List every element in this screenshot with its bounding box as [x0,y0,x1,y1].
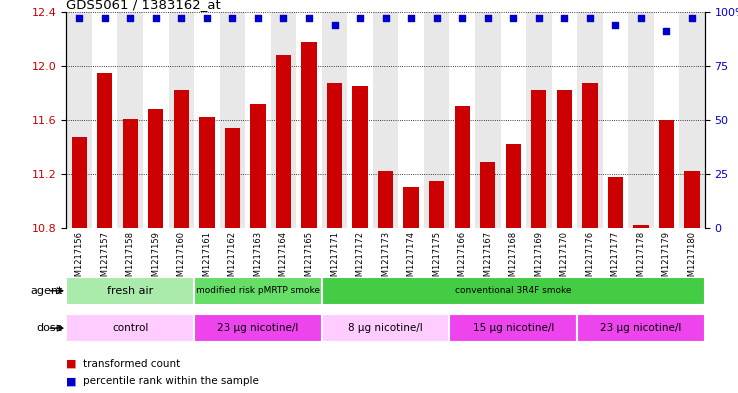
Bar [654,12,679,228]
Bar [480,162,495,228]
Text: agent: agent [30,286,63,296]
Bar [97,73,112,228]
Bar [577,314,705,342]
Text: dose: dose [36,323,63,333]
Bar [148,109,163,228]
Text: GDS5061 / 1383162_at: GDS5061 / 1383162_at [66,0,221,11]
Point [431,15,443,21]
Bar [199,117,215,228]
Text: transformed count: transformed count [83,358,180,369]
Point [176,15,187,21]
Point [533,15,545,21]
Bar [633,225,649,228]
Point [201,15,213,21]
Bar [301,42,317,228]
Bar [168,12,194,228]
Point [584,15,596,21]
Bar [327,83,342,228]
Point [661,28,672,35]
Bar [475,12,500,228]
Bar [353,86,368,228]
Bar [582,83,598,228]
Bar [322,314,449,342]
Bar [92,12,117,228]
Bar [399,12,424,228]
Bar [271,12,296,228]
Bar [603,12,628,228]
Point [227,15,238,21]
Text: conventional 3R4F smoke: conventional 3R4F smoke [455,286,571,295]
Point [508,15,520,21]
Bar [449,314,577,342]
Bar [173,90,189,228]
Bar [72,138,87,228]
Bar [66,314,194,342]
Bar [220,12,245,228]
Point [303,15,315,21]
Bar [245,12,271,228]
Bar [608,176,623,228]
Bar [378,171,393,228]
Text: ■: ■ [66,358,77,369]
Bar [194,12,220,228]
Text: fresh air: fresh air [107,286,154,296]
Point [610,22,621,28]
Bar [296,12,322,228]
Point [277,15,289,21]
Bar [66,277,194,305]
Point [635,15,647,21]
Point [150,15,162,21]
Bar [117,12,143,228]
Bar [66,12,92,228]
Bar [322,277,705,305]
Bar [500,12,526,228]
Text: modified risk pMRTP smoke: modified risk pMRTP smoke [196,286,320,295]
Bar [143,12,168,228]
Text: 23 μg nicotine/l: 23 μg nicotine/l [217,323,299,333]
Point [559,15,570,21]
Bar [556,90,572,228]
Point [405,15,417,21]
Bar [123,119,138,228]
Text: 23 μg nicotine/l: 23 μg nicotine/l [600,323,682,333]
Text: control: control [112,323,148,333]
Bar [679,12,705,228]
Text: percentile rank within the sample: percentile rank within the sample [83,376,258,386]
Bar [424,12,449,228]
Bar [577,12,603,228]
Bar [404,187,418,228]
Bar [373,12,399,228]
Point [328,22,340,28]
Bar [506,144,521,228]
Point [252,15,264,21]
Point [99,15,111,21]
Bar [429,181,444,228]
Text: 8 μg nicotine/l: 8 μg nicotine/l [348,323,423,333]
Bar [628,12,654,228]
Point [124,15,137,21]
Bar [322,12,348,228]
Bar [551,12,577,228]
Bar [455,107,470,228]
Bar [225,128,240,228]
Text: ■: ■ [66,376,77,386]
Bar [449,12,475,228]
Text: 15 μg nicotine/l: 15 μg nicotine/l [472,323,554,333]
Bar [348,12,373,228]
Point [456,15,468,21]
Point [380,15,392,21]
Bar [526,12,551,228]
Point [482,15,494,21]
Point [354,15,366,21]
Bar [194,314,322,342]
Bar [276,55,291,228]
Bar [684,171,700,228]
Point [686,15,698,21]
Bar [250,104,266,228]
Bar [194,277,322,305]
Bar [659,120,674,228]
Bar [531,90,546,228]
Point [73,15,85,21]
